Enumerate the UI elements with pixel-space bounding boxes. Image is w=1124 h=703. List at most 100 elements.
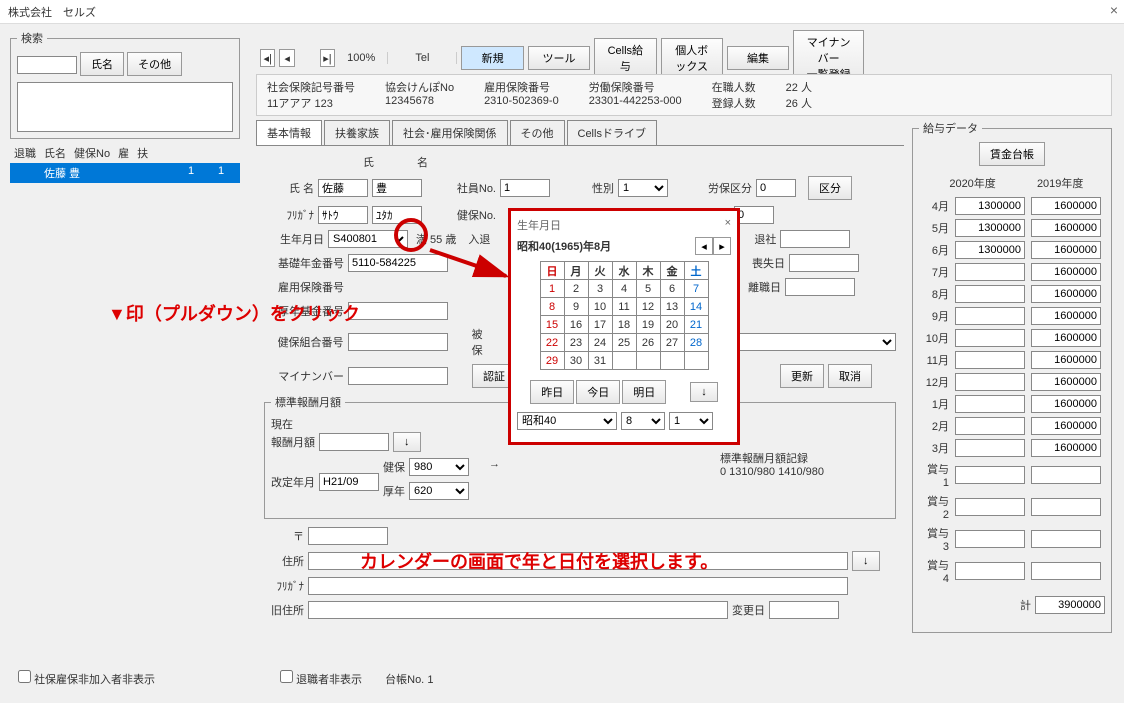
tool-button[interactable]: ツール xyxy=(528,46,590,70)
salary-cell[interactable] xyxy=(955,351,1025,369)
today-button[interactable]: 今日 xyxy=(576,380,620,404)
tomorrow-button[interactable]: 明日 xyxy=(622,380,666,404)
kenpo2-select[interactable]: 980 xyxy=(409,458,469,476)
cal-day[interactable]: 3 xyxy=(588,280,612,298)
cal-day[interactable]: 12 xyxy=(636,298,660,316)
cal-day[interactable]: 29 xyxy=(540,352,564,370)
cal-prev-icon[interactable]: ◂ xyxy=(695,237,713,255)
salary-cell[interactable] xyxy=(1031,466,1101,484)
cal-day[interactable]: 25 xyxy=(612,334,636,352)
salary-cell[interactable] xyxy=(955,498,1025,516)
chingin-button[interactable]: 賃金台帳 xyxy=(979,142,1045,166)
salary-cell[interactable] xyxy=(1031,562,1101,580)
cal-day[interactable]: 14 xyxy=(684,298,708,316)
taisha-input[interactable] xyxy=(780,230,850,248)
cal-day[interactable]: 28 xyxy=(684,334,708,352)
post-input[interactable] xyxy=(308,527,388,545)
houshuu-input[interactable] xyxy=(319,433,389,451)
torikeshi-button[interactable]: 取消 xyxy=(828,364,872,388)
tab-family[interactable]: 扶養家族 xyxy=(324,120,390,145)
cal-day[interactable]: 30 xyxy=(564,352,588,370)
tab-cellsdrive[interactable]: Cellsドライブ xyxy=(567,120,657,145)
shi-input[interactable] xyxy=(318,179,368,197)
cal-day[interactable]: 21 xyxy=(684,316,708,334)
search-input[interactable] xyxy=(17,56,77,74)
salary-cell[interactable] xyxy=(955,197,1025,215)
salary-cell[interactable] xyxy=(955,530,1025,548)
salary-cell[interactable] xyxy=(1031,307,1101,325)
salary-cell[interactable] xyxy=(955,417,1025,435)
total-input[interactable] xyxy=(1035,596,1105,614)
cal-day[interactable]: 8 xyxy=(540,298,564,316)
roudoukubun-input[interactable] xyxy=(756,179,796,197)
salary-cell[interactable] xyxy=(1031,197,1101,215)
salary-cell[interactable] xyxy=(955,263,1025,281)
salary-cell[interactable] xyxy=(1031,395,1101,413)
mynumber-input[interactable] xyxy=(348,367,448,385)
month-select[interactable]: 8 xyxy=(621,412,665,430)
cal-day[interactable]: 11 xyxy=(612,298,636,316)
seibetsu-select[interactable]: 1 xyxy=(618,179,668,197)
kounen-input[interactable] xyxy=(348,302,448,320)
salary-cell[interactable] xyxy=(1031,285,1101,303)
check2[interactable] xyxy=(280,670,293,683)
cal-day[interactable]: 1 xyxy=(540,280,564,298)
down-button[interactable]: ↓ xyxy=(393,432,421,452)
salary-cell[interactable] xyxy=(955,219,1025,237)
koushin-button[interactable]: 更新 xyxy=(780,364,824,388)
cal-day[interactable]: 5 xyxy=(636,280,660,298)
salary-cell[interactable] xyxy=(955,373,1025,391)
kounen2-select[interactable]: 620 xyxy=(409,482,469,500)
salary-cell[interactable] xyxy=(1031,530,1101,548)
salary-cell[interactable] xyxy=(1031,439,1101,457)
list-row-selected[interactable]: 佐藤 豊 1 1 xyxy=(10,163,240,183)
oldaddr-input[interactable] xyxy=(308,601,728,619)
yesterday-button[interactable]: 昨日 xyxy=(530,380,574,404)
shain-input[interactable] xyxy=(500,179,550,197)
personal-box-button[interactable]: 個人ボックス xyxy=(661,38,723,78)
cal-day[interactable]: 13 xyxy=(660,298,684,316)
search-other-button[interactable]: その他 xyxy=(127,52,182,76)
rishoku-input[interactable] xyxy=(785,278,855,296)
day-select[interactable]: 1 xyxy=(669,412,713,430)
cal-day[interactable]: 26 xyxy=(636,334,660,352)
salary-cell[interactable] xyxy=(1031,373,1101,391)
search-name-button[interactable]: 氏名 xyxy=(80,52,124,76)
check2-label[interactable]: 退職者非表示 xyxy=(280,674,362,686)
salary-cell[interactable] xyxy=(955,562,1025,580)
popup-close-icon[interactable]: × xyxy=(725,217,731,233)
addr-furi-input[interactable] xyxy=(308,577,848,595)
furi-shi-input[interactable] xyxy=(318,206,368,224)
cal-next-icon[interactable]: ▸ xyxy=(713,237,731,255)
check1-label[interactable]: 社保雇保非加入者非表示 xyxy=(18,674,155,686)
salary-cell[interactable] xyxy=(955,285,1025,303)
cal-day[interactable]: 17 xyxy=(588,316,612,334)
cal-day[interactable]: 10 xyxy=(588,298,612,316)
salary-cell[interactable] xyxy=(955,241,1025,259)
salary-cell[interactable] xyxy=(1031,329,1101,347)
cal-day[interactable]: 24 xyxy=(588,334,612,352)
mei-input[interactable] xyxy=(372,179,422,197)
cal-day[interactable]: 4 xyxy=(612,280,636,298)
nav-last-icon[interactable]: ▸| xyxy=(320,49,335,67)
era-select[interactable]: 昭和40 xyxy=(517,412,617,430)
kubun2-input[interactable] xyxy=(734,206,774,224)
cal-day[interactable]: 6 xyxy=(660,280,684,298)
cells-salary-button[interactable]: Cells給与 xyxy=(594,38,656,78)
apply-down-button[interactable]: ↓ xyxy=(690,382,718,402)
cal-day[interactable]: 2 xyxy=(564,280,588,298)
cal-day[interactable]: 22 xyxy=(540,334,564,352)
salary-cell[interactable] xyxy=(1031,219,1101,237)
salary-cell[interactable] xyxy=(955,307,1025,325)
addr-down-button[interactable]: ↓ xyxy=(852,551,880,571)
kaitei-input[interactable] xyxy=(319,473,379,491)
salary-cell[interactable] xyxy=(1031,351,1101,369)
soushitsu-input[interactable] xyxy=(789,254,859,272)
salary-cell[interactable] xyxy=(1031,498,1101,516)
new-button[interactable]: 新規 xyxy=(461,46,523,70)
cal-day[interactable]: 19 xyxy=(636,316,660,334)
tab-insurance[interactable]: 社会･雇用保険関係 xyxy=(392,120,508,145)
check1[interactable] xyxy=(18,670,31,683)
edit-button[interactable]: 編集 xyxy=(727,46,789,70)
tab-other[interactable]: その他 xyxy=(510,120,565,145)
